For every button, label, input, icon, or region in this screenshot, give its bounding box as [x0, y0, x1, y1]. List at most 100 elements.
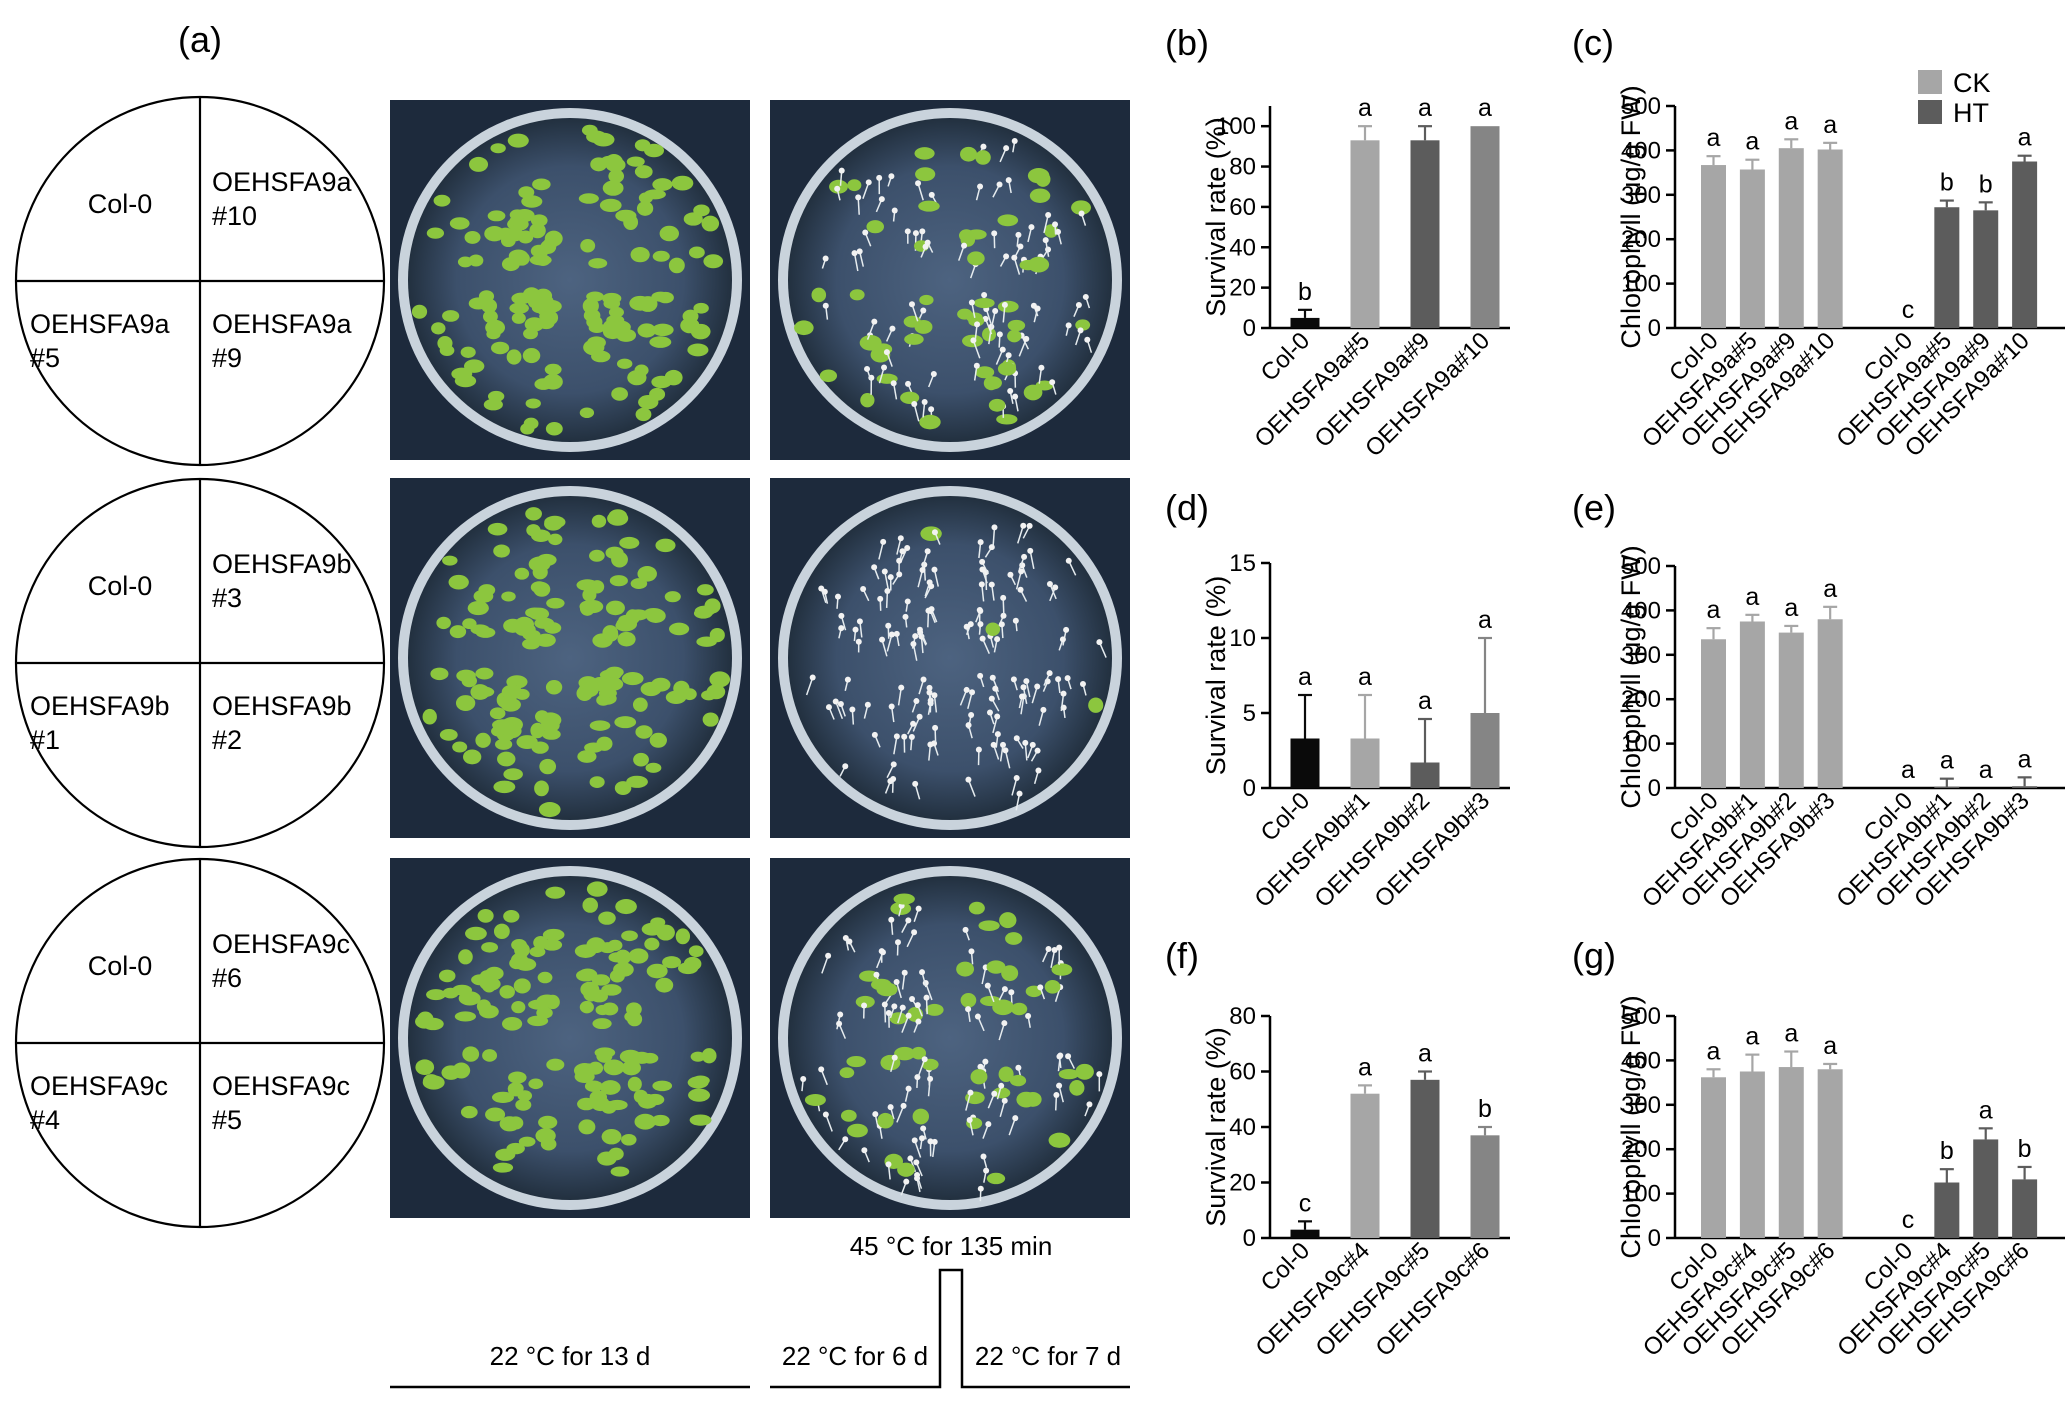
- seedling: [483, 310, 498, 324]
- seedling: [984, 376, 1002, 390]
- seedling: [475, 732, 491, 748]
- seedling: [485, 1107, 506, 1122]
- seedling: [973, 297, 995, 309]
- seedling: [615, 949, 631, 965]
- bleached-seedling-stem: [1008, 1117, 1016, 1136]
- seedling: [668, 257, 685, 274]
- seedling: [479, 977, 501, 991]
- bleached-seedling: [809, 674, 816, 681]
- bleached-seedling: [1015, 231, 1022, 238]
- seedling: [651, 291, 670, 302]
- bleached-seedling-stem: [901, 1015, 910, 1033]
- bleached-seedling: [1027, 547, 1034, 554]
- bleached-seedling: [887, 574, 894, 581]
- seedling: [1001, 965, 1019, 982]
- bleached-seedling: [907, 1155, 914, 1162]
- seedling: [960, 146, 978, 162]
- seedling: [668, 622, 690, 636]
- significance-letter: a: [2018, 745, 2032, 773]
- bleached-seedling: [977, 183, 984, 190]
- bleached-seedling: [985, 1121, 992, 1128]
- bleached-seedling: [920, 1125, 927, 1132]
- seedling: [586, 881, 608, 897]
- bleached-seedling: [923, 994, 930, 1001]
- seedling: [599, 198, 622, 213]
- bleached-seedling: [880, 538, 887, 545]
- y-tick-label: 200: [1621, 686, 1661, 713]
- bleached-seedling: [919, 228, 926, 235]
- seedling: [513, 978, 531, 994]
- significance-letter: a: [1823, 575, 1837, 603]
- seedling: [587, 1061, 604, 1075]
- bleached-seedling: [871, 731, 878, 738]
- bleached-seedling: [965, 722, 972, 729]
- bleached-seedling: [1021, 553, 1028, 560]
- bleached-seedling: [1065, 322, 1072, 329]
- legend-swatch-ck: [1918, 70, 1942, 94]
- bleached-seedling: [1096, 639, 1103, 646]
- bleached-seedling: [852, 626, 859, 633]
- seedling: [645, 1093, 665, 1106]
- y-axis-title: Survival rate (%): [1201, 576, 1231, 776]
- bleached-seedling: [1082, 293, 1089, 300]
- significance-letter: a: [1478, 606, 1492, 634]
- y-tick-label: 100: [1621, 731, 1661, 758]
- seedling: [645, 608, 666, 623]
- bleached-seedling: [911, 929, 918, 936]
- seedling: [703, 254, 724, 269]
- seedling: [999, 912, 1017, 929]
- significance-letter: a: [1784, 594, 1798, 622]
- bleached-seedling: [889, 325, 896, 332]
- seedling: [794, 320, 814, 336]
- bleached-seedling: [1000, 612, 1007, 619]
- seedling: [497, 751, 516, 767]
- bleached-seedling-stem: [1043, 214, 1049, 234]
- seedling: [607, 939, 623, 952]
- bleached-seedling: [1034, 683, 1041, 690]
- seedling: [688, 1088, 711, 1102]
- bleached-seedling: [926, 579, 933, 586]
- seedling: [535, 633, 556, 647]
- seedling: [574, 944, 597, 958]
- significance-letter: b: [1979, 170, 1993, 198]
- bleached-seedling-stem: [821, 955, 829, 974]
- significance-letter: a: [1745, 1023, 1759, 1051]
- bleached-seedling: [897, 535, 904, 542]
- bleached-seedling: [904, 544, 911, 551]
- bleached-seedling: [986, 709, 993, 716]
- plate-photo-heat: [770, 858, 1130, 1218]
- seedling: [477, 909, 494, 923]
- seedling: [470, 624, 490, 635]
- seedling: [846, 1055, 866, 1068]
- seedling: [438, 969, 456, 983]
- bleached-seedling: [888, 631, 895, 638]
- seedling: [541, 728, 561, 740]
- seedling: [957, 308, 973, 320]
- bleached-seedling: [926, 689, 933, 696]
- seedling: [589, 776, 605, 788]
- seedling: [415, 1014, 434, 1029]
- y-tick-label: 100: [1621, 271, 1661, 298]
- seedling: [914, 147, 935, 160]
- plate-agar: [408, 876, 732, 1200]
- bleached-seedling: [988, 544, 995, 551]
- bar-oehsfa9c-5: [1410, 1079, 1440, 1238]
- seedling: [610, 1166, 630, 1177]
- seedling: [709, 671, 731, 688]
- seedling: [627, 1076, 642, 1092]
- bleached-seedling: [842, 1136, 849, 1143]
- y-tick-label: 0: [1243, 775, 1256, 802]
- bleached-seedling: [1057, 1052, 1064, 1059]
- seedling: [582, 298, 599, 314]
- bar-oehsfa9c-5: [1778, 1067, 1804, 1238]
- bleached-seedling: [968, 299, 975, 306]
- bleached-seedling: [1001, 301, 1008, 308]
- bleached-seedling-stem: [972, 340, 981, 359]
- seedling: [635, 725, 653, 739]
- bleached-seedling: [977, 1063, 984, 1070]
- bleached-seedling: [991, 1090, 998, 1097]
- bleached-seedling: [837, 700, 844, 707]
- seedling: [1071, 200, 1092, 215]
- panel-label-g: (g): [1572, 935, 1616, 976]
- plate-agar: [788, 496, 1112, 820]
